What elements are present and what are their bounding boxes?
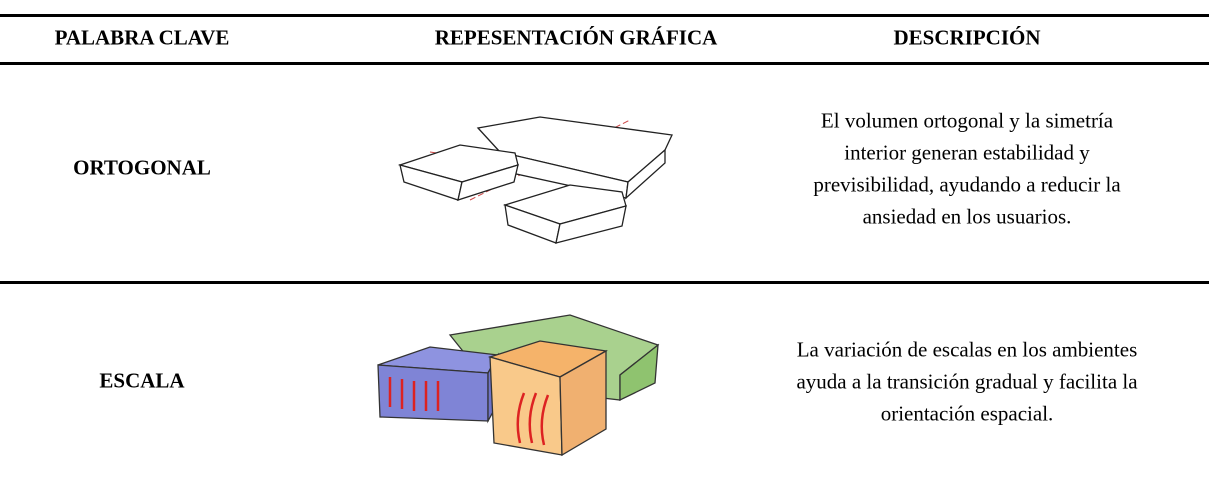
row-rule [0,281,1209,284]
header-cell: DESCRIPCIÓN [893,25,1041,50]
top-rule [0,14,1209,17]
description-line: La variación de escalas en los ambientes [796,337,1138,362]
orthogonal-sketch [397,116,673,244]
description-line: orientación espacial. [880,401,1054,426]
header-cell: REPESENTACIÓN GRÁFICA [434,25,718,50]
scale-sketch [377,314,660,457]
header-cell: PALABRA CLAVE [54,25,230,50]
description-line: ayuda a la transición gradual y facilita… [796,369,1138,394]
description-line: ansiedad en los usuarios. [862,204,1072,229]
keyword: ORTOGONAL [73,155,211,180]
description-line: interior generan estabilidad y [844,140,1090,165]
keyword: ESCALA [99,368,185,393]
description-line: El volumen ortogonal y la simetría [820,108,1114,133]
header-rule [0,62,1209,65]
description-line: previsibilidad, ayudando a reducir la [813,172,1121,197]
